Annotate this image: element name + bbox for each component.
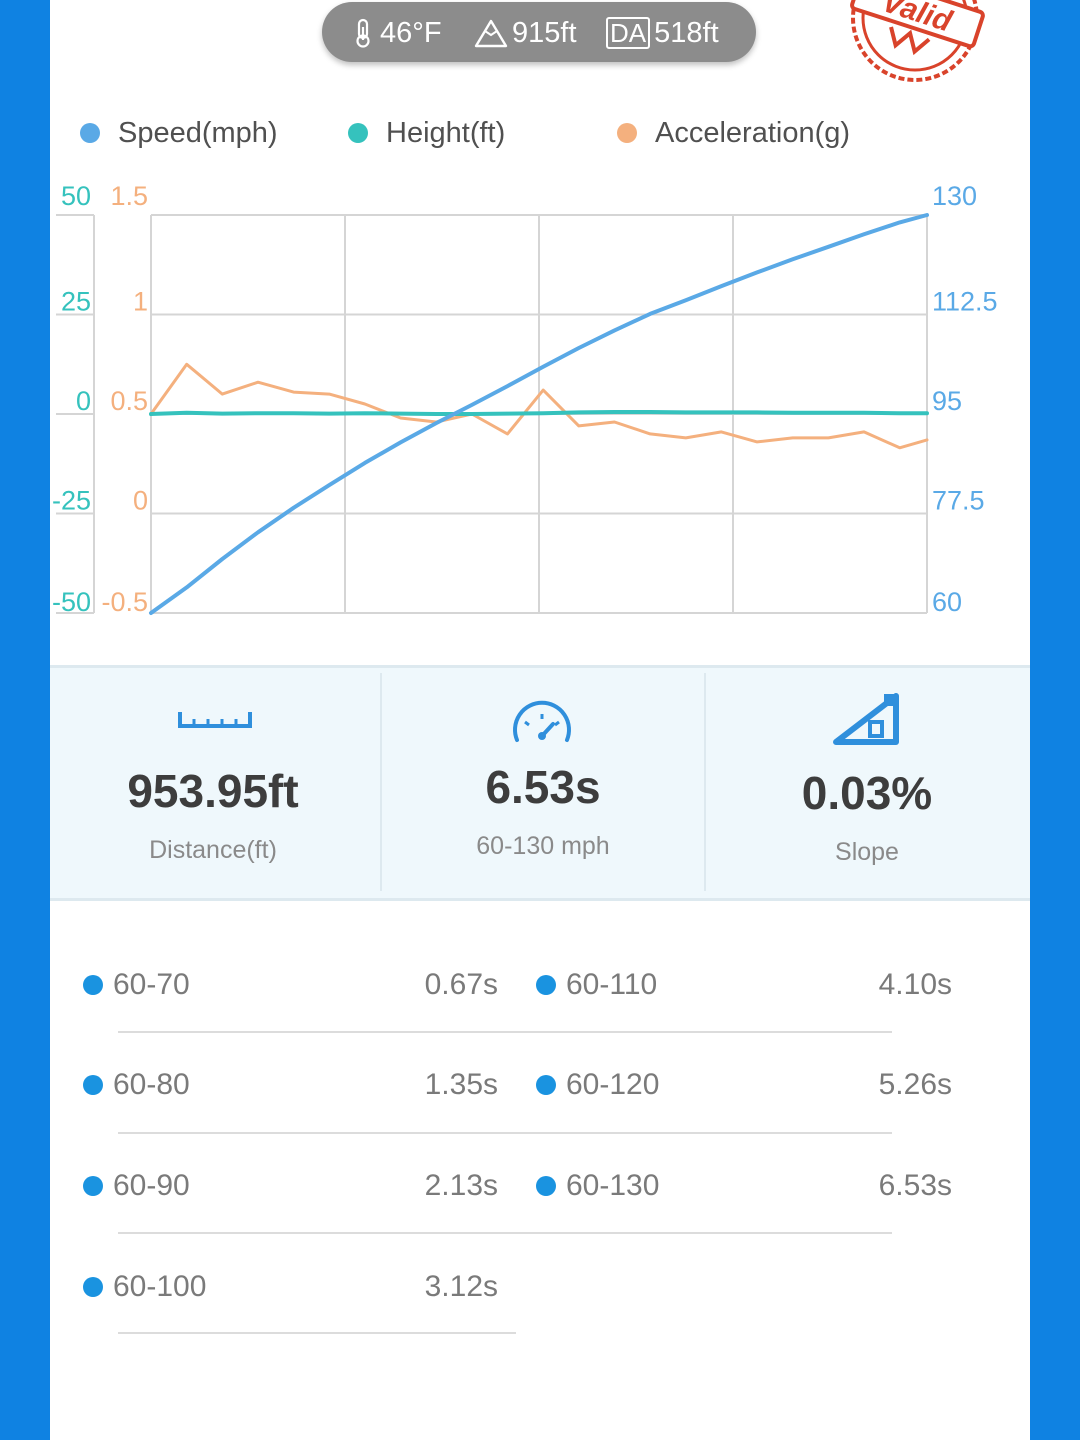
y-tick-label-speed: 130 (932, 181, 977, 211)
density-altitude-value: 518ft (654, 16, 719, 49)
y-tick-label-acceleration: 0.5 (110, 386, 148, 416)
row-divider (118, 1031, 892, 1033)
split-range: 60-130 (566, 1169, 660, 1202)
conditions-pill: 46°F 915ft DA 518ft (322, 2, 756, 62)
split-range: 60-70 (113, 968, 190, 1001)
row-divider (118, 1332, 516, 1334)
ruler-icon (178, 712, 252, 728)
y-tick-label-acceleration: 1.5 (110, 181, 148, 211)
stats-divider (380, 673, 382, 891)
split-range: 60-90 (113, 1169, 190, 1202)
split-time: 1.35s (424, 1068, 498, 1101)
distance-label: Distance(ft) (149, 836, 277, 864)
split-bullet (83, 1176, 103, 1196)
y-tick-label-speed: 60 (932, 587, 962, 617)
density-altitude-badge: DA (606, 17, 651, 49)
y-tick-label-speed: 77.5 (932, 486, 985, 516)
y-tick-label-acceleration: 0 (133, 486, 148, 516)
split-range: 60-120 (566, 1068, 660, 1101)
stat-distance: 953.95ft Distance(ft) (50, 668, 376, 898)
split-bullet (536, 1075, 556, 1095)
split-time: 6.53s (878, 1169, 952, 1202)
results-card: 46°F 915ft DA 518ft Valid Speed(mp (50, 0, 1030, 1440)
y-tick-label-acceleration: -0.5 (101, 587, 148, 617)
split-range: 60-110 (566, 968, 658, 1001)
stats-panel: 953.95ft Distance(ft) 6.53s 60-130 mph (50, 665, 1030, 901)
row-divider (118, 1132, 892, 1134)
y-tick-label-height: 0 (76, 386, 91, 416)
split-time: 4.10s (878, 968, 952, 1001)
y-tick-label-height: -50 (52, 587, 91, 617)
slope-value: 0.03% (801, 767, 933, 819)
time-value: 6.53s (485, 761, 601, 813)
split-bullet (83, 975, 103, 995)
row-divider (118, 1232, 892, 1234)
legend-speed: Speed(mph) (80, 110, 278, 156)
slope-label: Slope (835, 838, 899, 866)
acceleration-legend-label: Acceleration(g) (655, 116, 851, 149)
split-time: 5.26s (878, 1068, 952, 1101)
stat-slope: 0.03% Slope (704, 668, 1030, 898)
y-tick-label-acceleration: 1 (133, 287, 148, 317)
split-time: 0.67s (424, 968, 498, 1001)
split-bullet (83, 1277, 103, 1297)
stamp-text: Valid (878, 0, 956, 39)
valid-stamp-icon: Valid (850, 0, 985, 82)
thermometer-icon (352, 18, 374, 48)
run-chart: 50 1.5 130 25 1 112.5 0 0.5 95 -25 0 77.5 -50 -0.5 60 (52, 181, 998, 617)
time-label: 60-130 mph (476, 832, 610, 860)
temperature-value: 46°F (380, 16, 442, 49)
slope-icon (833, 693, 899, 745)
y-tick-label-height: -25 (52, 486, 91, 516)
speed-legend-label: Speed(mph) (118, 116, 278, 149)
y-tick-label-height: 25 (61, 287, 91, 317)
split-bullet (536, 1176, 556, 1196)
acceleration-line (149, 362, 929, 450)
height-legend-dot (348, 123, 368, 143)
split-range: 60-100 (113, 1270, 207, 1303)
acceleration-legend-dot (617, 123, 637, 143)
speed-line (149, 213, 929, 615)
height-legend-label: Height(ft) (386, 116, 506, 149)
distance-value: 953.95ft (127, 765, 299, 817)
speed-legend-dot (80, 123, 100, 143)
temperature-item: 46°F (352, 16, 442, 50)
y-tick-label-speed: 112.5 (932, 287, 998, 317)
density-altitude-item: DA 518ft (606, 16, 719, 50)
elevation-value: 915ft (512, 16, 577, 49)
legend-acceleration: Acceleration(g) (617, 110, 850, 156)
stats-divider (704, 673, 706, 891)
mountain-icon (474, 18, 508, 48)
y-tick-label-height: 50 (61, 181, 91, 211)
speedometer-icon (513, 700, 571, 742)
split-range: 60-80 (113, 1068, 190, 1101)
stat-time: 6.53s 60-130 mph (380, 668, 706, 898)
split-bullet (536, 975, 556, 995)
split-bullet (83, 1075, 103, 1095)
split-time: 2.13s (424, 1169, 498, 1202)
height-line (149, 410, 929, 416)
elevation-item: 915ft (474, 16, 577, 50)
split-time: 3.12s (424, 1270, 498, 1303)
y-tick-label-speed: 95 (932, 386, 962, 416)
legend-height: Height(ft) (348, 110, 505, 156)
